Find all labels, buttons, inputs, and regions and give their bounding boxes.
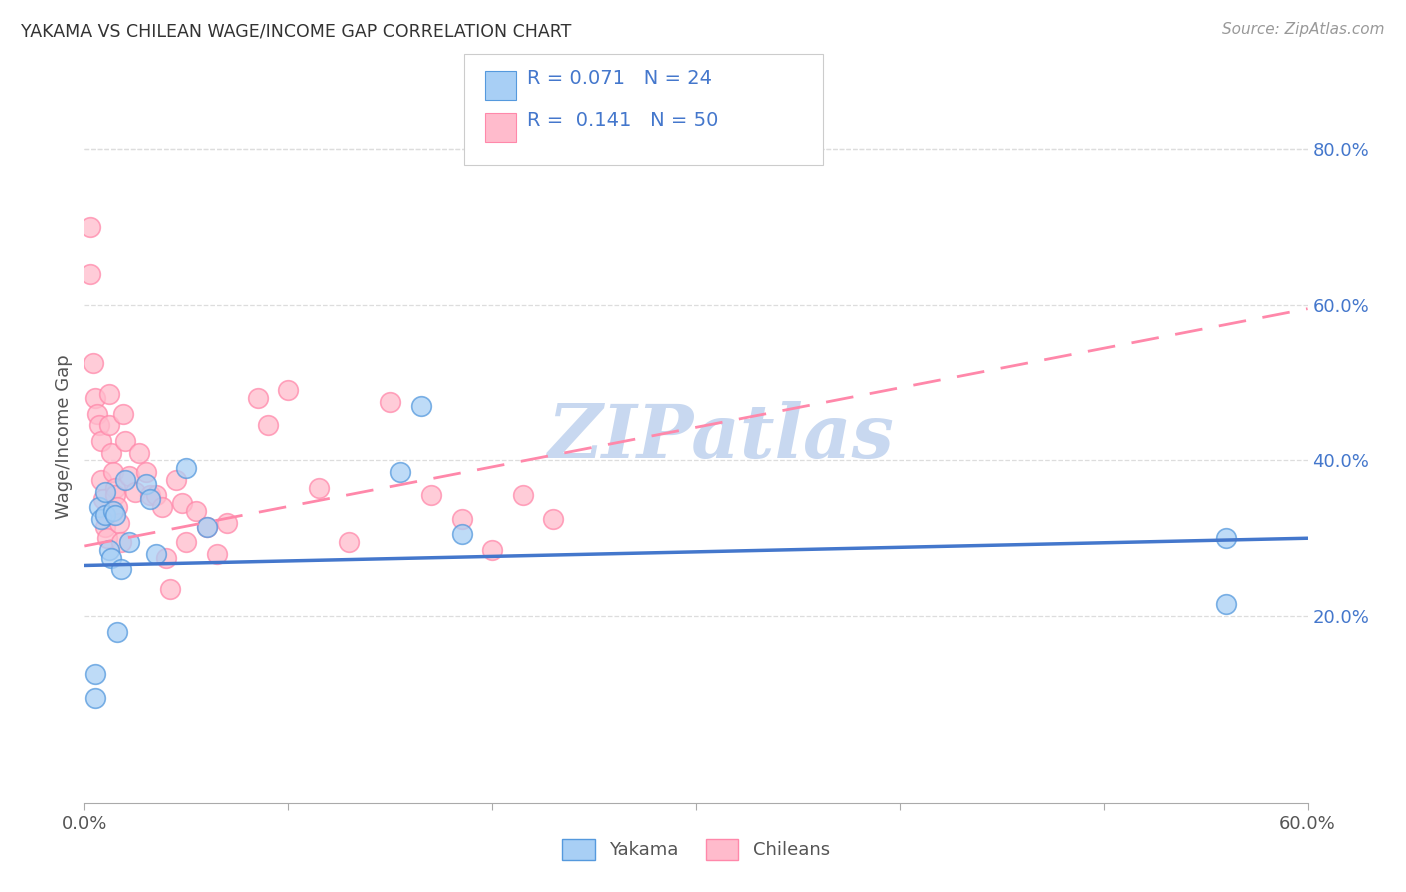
Point	[205, 547, 228, 561]
Point	[93, 508, 115, 522]
Point	[110, 562, 132, 576]
Point	[380, 395, 402, 409]
Point	[135, 465, 157, 479]
Point	[93, 508, 115, 522]
Text: Source: ZipAtlas.com: Source: ZipAtlas.com	[1222, 22, 1385, 37]
Point	[150, 500, 173, 515]
Point	[90, 512, 112, 526]
Point	[186, 504, 208, 518]
Point	[93, 519, 115, 533]
Point	[93, 484, 115, 499]
Point	[96, 531, 118, 545]
Point	[257, 418, 280, 433]
Point	[339, 535, 361, 549]
Point	[114, 473, 136, 487]
Point	[409, 399, 432, 413]
Point	[124, 484, 146, 499]
Point	[97, 387, 120, 401]
Point	[138, 488, 160, 502]
Point	[277, 384, 299, 398]
Point	[91, 492, 114, 507]
Point	[165, 473, 187, 487]
Point	[543, 512, 565, 526]
Point	[112, 407, 135, 421]
Point	[308, 481, 330, 495]
Point	[87, 500, 110, 515]
Point	[100, 550, 122, 565]
Point	[195, 519, 218, 533]
Point	[128, 445, 150, 459]
Point	[105, 500, 128, 515]
Point	[83, 391, 105, 405]
Point	[145, 488, 167, 502]
Point	[104, 508, 127, 522]
Point	[79, 267, 101, 281]
Text: ZIPatlas: ZIPatlas	[547, 401, 894, 474]
Text: R =  0.141   N = 50: R = 0.141 N = 50	[527, 111, 718, 130]
Point	[97, 542, 120, 557]
Point	[195, 519, 218, 533]
Text: YAKAMA VS CHILEAN WAGE/INCOME GAP CORRELATION CHART: YAKAMA VS CHILEAN WAGE/INCOME GAP CORREL…	[21, 22, 571, 40]
Point	[83, 690, 105, 705]
Point	[86, 407, 108, 421]
Point	[172, 496, 194, 510]
Point	[101, 465, 124, 479]
Point	[114, 434, 136, 448]
Point	[145, 547, 167, 561]
Point	[1215, 531, 1237, 545]
Point	[104, 488, 127, 502]
Point	[512, 488, 534, 502]
Y-axis label: Wage/Income Gap: Wage/Income Gap	[55, 355, 73, 519]
Point	[118, 535, 141, 549]
Point	[118, 469, 141, 483]
Point	[83, 667, 105, 681]
Point	[101, 504, 124, 518]
Point	[174, 461, 197, 475]
Point	[97, 418, 120, 433]
Point	[138, 492, 160, 507]
Point	[87, 418, 110, 433]
Point	[108, 516, 131, 530]
Text: R = 0.071   N = 24: R = 0.071 N = 24	[527, 69, 713, 88]
Point	[135, 476, 157, 491]
Point	[246, 391, 269, 405]
Point	[110, 535, 132, 549]
Point	[105, 624, 128, 639]
Point	[450, 512, 472, 526]
Point	[90, 473, 112, 487]
Point	[155, 550, 177, 565]
Point	[420, 488, 443, 502]
Point	[159, 582, 181, 596]
Point	[104, 481, 127, 495]
Legend: Yakama, Chileans: Yakama, Chileans	[555, 831, 837, 867]
Point	[82, 356, 104, 370]
Point	[450, 527, 472, 541]
Point	[174, 535, 197, 549]
Point	[217, 516, 239, 530]
Point	[100, 445, 122, 459]
Point	[90, 434, 112, 448]
Point	[481, 542, 503, 557]
Point	[1215, 598, 1237, 612]
Point	[79, 219, 101, 234]
Point	[389, 465, 412, 479]
